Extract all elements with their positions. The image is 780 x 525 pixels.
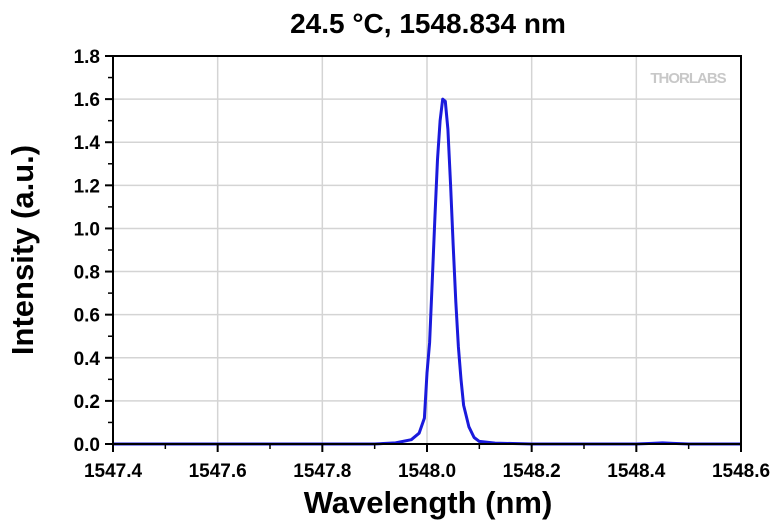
y-tick-label: 0.4 [74,349,101,370]
chart-title: 24.5 °C, 1548.834 nm [290,8,566,39]
y-tick-label: 1.8 [74,47,100,68]
y-tick-label: 1.0 [74,219,100,240]
y-tick-label: 0.0 [74,435,100,456]
x-tick-labels: 1547.4 1547.6 1547.8 1548.0 1548.2 1548.4 1548… [84,461,770,482]
x-tick-label: 1548.6 [712,461,770,482]
y-tick-label: 0.2 [74,392,100,413]
y-tick-label: 0.6 [74,306,100,327]
y-tick-label: 1.4 [74,133,101,154]
y-axis-label: Intensity (a.u.) [5,145,40,355]
y-tick-label: 0.8 [74,263,100,284]
x-tick-label: 1547.4 [84,461,143,482]
grid [113,56,741,444]
x-tick-label: 1548.4 [607,461,666,482]
x-axis-label: Wavelength (nm) [304,485,553,520]
x-tick-label: 1547.6 [189,461,247,482]
thorlabs-watermark: THORLABS [650,70,726,87]
axis-ticks [105,55,742,452]
y-tick-labels: 0.0 0.2 0.4 0.6 0.8 1.0 1.2 1.4 1.6 1.8 [74,47,101,456]
x-tick-label: 1547.8 [293,461,351,482]
y-tick-label: 1.6 [74,90,100,111]
x-tick-label: 1548.0 [398,461,456,482]
x-tick-label: 1548.2 [503,461,561,482]
y-tick-label: 1.2 [74,176,100,197]
